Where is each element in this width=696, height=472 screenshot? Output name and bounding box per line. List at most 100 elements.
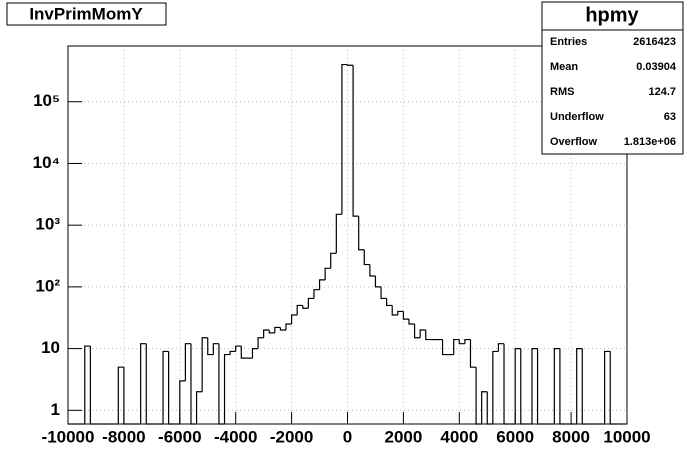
histogram-bin	[123, 367, 130, 425]
histogram-bin	[413, 324, 421, 339]
stat-value: 124.7	[648, 86, 676, 98]
chart-title: InvPrimMomY	[29, 4, 143, 23]
x-tick-label: 6000	[496, 427, 534, 446]
histogram-bin	[201, 337, 208, 392]
histogram-bin	[179, 380, 186, 424]
y-tick-label: 10³	[35, 215, 60, 234]
histogram-bin	[223, 353, 231, 424]
histogram-bin	[503, 343, 510, 425]
histogram-bin	[581, 348, 588, 425]
histogram-bin	[84, 345, 91, 424]
stat-value: 0.03904	[636, 61, 677, 73]
histogram-bin	[464, 338, 471, 344]
histogram-bin	[263, 329, 270, 338]
histogram-bin	[324, 267, 331, 280]
histogram-bin	[397, 310, 404, 316]
stat-label: RMS	[550, 86, 574, 98]
x-tick-label: 2000	[384, 427, 422, 446]
histogram-bin	[274, 326, 281, 333]
histogram-bin	[184, 343, 191, 381]
histogram-bin	[391, 305, 398, 316]
histogram-bin	[313, 289, 320, 299]
histogram-bin	[358, 216, 365, 251]
histogram-bin	[268, 330, 275, 334]
histogram-bin	[576, 347, 583, 424]
y-tick-label: 10²	[35, 276, 60, 295]
histogram-bin	[335, 213, 342, 254]
histogram-bin	[497, 343, 505, 352]
histogram-bin	[307, 297, 314, 309]
histogram-bin	[352, 65, 359, 217]
title-box	[6, 2, 167, 26]
histogram-bin	[207, 337, 214, 356]
x-tick-label: -8000	[102, 427, 145, 446]
histogram-bin	[559, 348, 566, 425]
histogram-bin	[469, 339, 477, 368]
histogram-bin	[302, 305, 309, 309]
histogram-bin	[514, 347, 521, 424]
histogram-bin	[285, 323, 292, 331]
stat-label: Mean	[550, 61, 578, 73]
histogram-bin	[212, 343, 219, 355]
histogram-bin	[369, 264, 376, 277]
histogram-bin	[291, 314, 298, 325]
y-tick-label: 10⁵	[33, 91, 60, 110]
histogram-bin	[486, 391, 493, 425]
histogram-bin	[140, 343, 147, 424]
plot-frame	[67, 45, 628, 425]
x-tick-label: -4000	[214, 427, 257, 446]
histogram-bin	[117, 366, 124, 424]
histogram-bin	[453, 338, 460, 355]
histogram-bin	[296, 304, 303, 316]
histogram-bin	[419, 329, 426, 338]
y-tick-label: 10	[41, 338, 60, 357]
histogram-bin	[279, 327, 287, 331]
histogram-bin	[604, 350, 611, 424]
stat-label: Underflow	[550, 111, 604, 123]
histogram-bin	[240, 346, 247, 359]
histogram-bin	[553, 347, 560, 424]
x-tick-label: 8000	[552, 427, 590, 446]
histogram-bin	[441, 339, 449, 356]
histogram-bin	[380, 286, 387, 300]
histogram-bin	[145, 343, 152, 425]
histogram-bin	[458, 339, 465, 345]
histogram-bin	[190, 343, 197, 425]
histogram-bin	[89, 346, 96, 425]
stats-box	[541, 1, 684, 155]
histogram-bin	[425, 330, 432, 341]
histogram-bin	[257, 337, 264, 349]
stat-value: 1.813e+06	[624, 136, 676, 148]
histogram-bin	[492, 350, 499, 424]
histogram-bin	[218, 343, 225, 425]
y-tick-label: 1	[51, 400, 60, 419]
histogram-bin	[341, 63, 348, 215]
x-tick-label: -10000	[42, 427, 95, 446]
histogram-bin	[229, 350, 236, 355]
histogram-bin	[195, 391, 203, 424]
histogram-bin	[531, 347, 538, 424]
histogram-bin	[168, 351, 175, 425]
histogram-bin	[520, 348, 527, 425]
stat-label: Entries	[550, 36, 587, 48]
histogram-bin	[318, 279, 326, 290]
histogram-bin	[363, 249, 370, 266]
histogram-bin	[609, 351, 616, 425]
histogram-bin	[330, 252, 337, 269]
stats-title: hpmy	[585, 4, 639, 26]
histogram-bin	[386, 298, 393, 307]
histogram-bin	[162, 350, 169, 424]
histogram-bin	[374, 276, 382, 288]
histogram-bin	[235, 345, 242, 352]
plot-area: -10000 -8000 -6000 -4000 -2000 0 2000 4000 6000 8…	[33, 45, 651, 446]
histogram-bin	[346, 64, 354, 66]
histogram-bin	[408, 319, 415, 325]
histogram-bin	[536, 348, 544, 425]
x-tick-label: 4000	[440, 427, 478, 446]
stat-value: 63	[664, 111, 676, 123]
histogram-bin	[481, 391, 488, 424]
x-tick-label: -2000	[270, 427, 313, 446]
histogram-bin	[475, 367, 482, 425]
y-tick-label: 10⁴	[33, 153, 60, 172]
histogram-bin	[251, 347, 259, 359]
